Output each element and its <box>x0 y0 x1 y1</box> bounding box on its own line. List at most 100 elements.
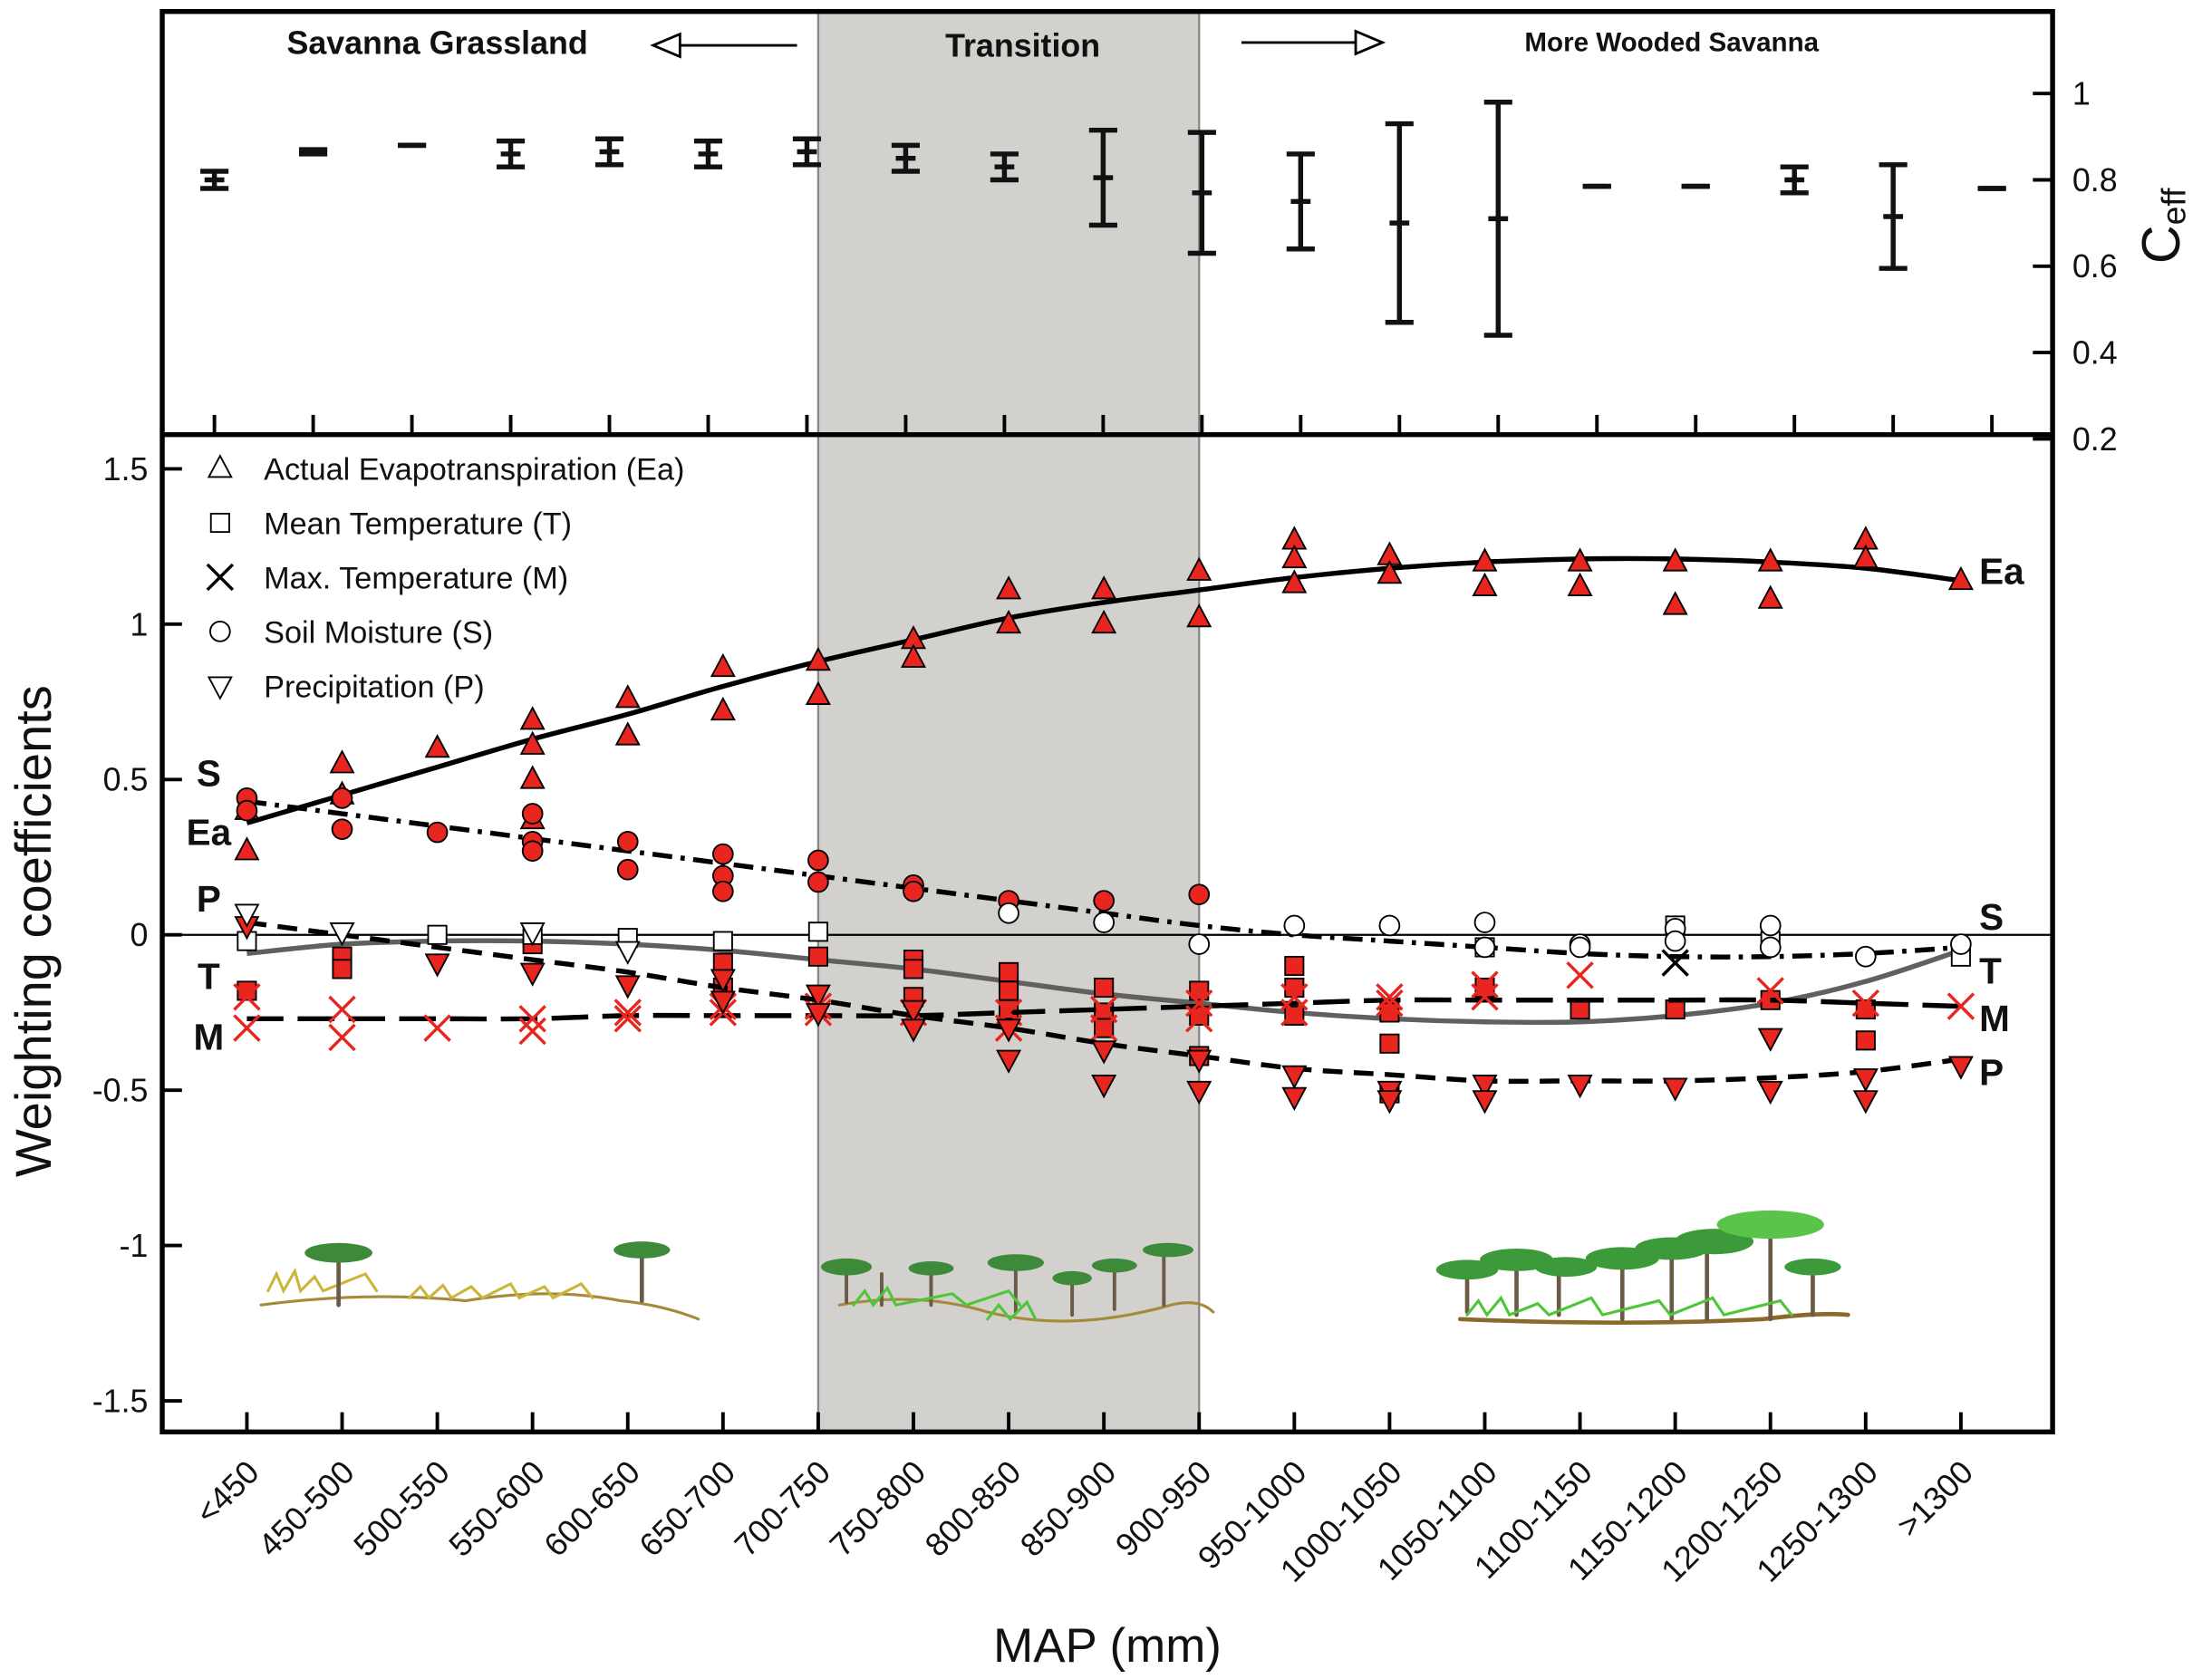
marker <box>1376 1090 1403 1115</box>
error-bar <box>200 169 229 191</box>
curve-label: P <box>1979 1051 2004 1093</box>
marker <box>331 787 353 809</box>
y2-tick-label: 0.2 <box>2072 421 2118 458</box>
x-tick-label: <450 <box>188 1453 266 1530</box>
marker <box>616 831 639 853</box>
curve-label: S <box>1979 896 2004 938</box>
marker <box>207 454 233 478</box>
x-tick-label: 450-500 <box>252 1453 362 1563</box>
marker <box>209 512 230 534</box>
error-bar <box>1385 121 1414 325</box>
curve-label: M <box>194 1016 225 1057</box>
x-tick-label: 800-850 <box>918 1453 1028 1563</box>
y-axis-label: Weighting coefficients <box>5 685 62 1177</box>
grass <box>1465 1295 1793 1317</box>
y2-tick-label: 0.4 <box>2072 335 2118 372</box>
error-bar <box>891 142 921 174</box>
y-tick-label: -1 <box>120 1228 149 1264</box>
curve-label: M <box>1979 998 2010 1039</box>
marker <box>1567 572 1593 596</box>
marker <box>614 721 641 746</box>
marker <box>1280 999 1309 1027</box>
marker <box>710 696 736 721</box>
marker <box>233 983 261 1011</box>
x-tick-label: 750-800 <box>823 1453 932 1563</box>
marker <box>1662 547 1688 572</box>
x-tick-label: 500-550 <box>347 1453 457 1563</box>
curve-label: Ea <box>1979 551 2024 593</box>
marker <box>1091 609 1117 634</box>
marker <box>710 990 736 1015</box>
series-P <box>234 903 1974 1115</box>
marker <box>1852 1090 1879 1115</box>
marker <box>207 676 233 700</box>
error-bar <box>1187 130 1216 256</box>
marker <box>332 959 353 979</box>
marker <box>1472 1090 1498 1115</box>
y-tick-label: -1.5 <box>92 1384 149 1420</box>
curve-label: T <box>198 956 220 998</box>
marker <box>329 749 355 774</box>
marker <box>1284 977 1305 999</box>
marker <box>1757 1080 1783 1105</box>
marker <box>1091 1040 1117 1065</box>
y2-tick-label: 0.6 <box>2072 248 2118 285</box>
marker <box>1757 547 1783 572</box>
x-tick-label: 550-600 <box>442 1453 552 1563</box>
marker <box>1186 603 1212 628</box>
curve-label: T <box>1979 950 2002 991</box>
marker <box>1852 544 1879 569</box>
error-bar <box>299 147 328 157</box>
marker <box>805 1003 831 1028</box>
marker <box>1759 936 1782 959</box>
marker <box>1281 569 1308 593</box>
marker <box>1091 575 1117 600</box>
error-bar <box>990 151 1019 183</box>
marker <box>1947 1056 1974 1080</box>
y2-axis-label-main: C <box>2130 225 2191 264</box>
marker <box>805 647 831 671</box>
grass <box>852 1285 1038 1322</box>
marker <box>1756 977 1784 1005</box>
marker <box>1566 961 1594 989</box>
marker <box>423 1014 451 1042</box>
marker <box>328 995 356 1024</box>
legend-item: Precipitation (P) <box>207 670 485 704</box>
marker <box>234 836 260 861</box>
trunks <box>1464 1225 1815 1322</box>
marker <box>1662 1077 1688 1102</box>
marker <box>1471 970 1499 999</box>
legend-label: Mean Temperature (T) <box>264 507 572 541</box>
marker <box>1281 544 1308 569</box>
curve-label: Ea <box>187 812 232 854</box>
marker <box>1378 914 1401 937</box>
y2-tick-label: 1 <box>2072 76 2091 112</box>
marker <box>807 871 829 893</box>
trunks <box>845 1247 1166 1317</box>
error-bar <box>1780 164 1809 196</box>
frame <box>159 8 2055 1435</box>
marker <box>1188 883 1211 905</box>
transition-shade <box>816 10 1201 1433</box>
marker <box>1189 980 1210 1001</box>
marker <box>209 621 231 642</box>
marker <box>521 840 544 862</box>
marker <box>1472 1075 1498 1099</box>
y2-tick-label: 0.8 <box>2072 162 2118 198</box>
marker <box>613 1005 642 1033</box>
marker <box>807 922 828 942</box>
marker <box>424 734 450 758</box>
marker <box>903 880 924 902</box>
marker <box>710 652 736 678</box>
marker <box>1376 983 1404 1011</box>
legend-item: Max. Temperature (M) <box>206 561 568 595</box>
y-tick-label: 0 <box>130 917 149 953</box>
marker <box>710 969 736 993</box>
marker <box>1854 945 1877 968</box>
marker <box>1950 933 1972 955</box>
y-tick-label: 1 <box>130 606 149 642</box>
x-tick-label: 600-650 <box>537 1453 647 1563</box>
marker <box>519 706 546 730</box>
